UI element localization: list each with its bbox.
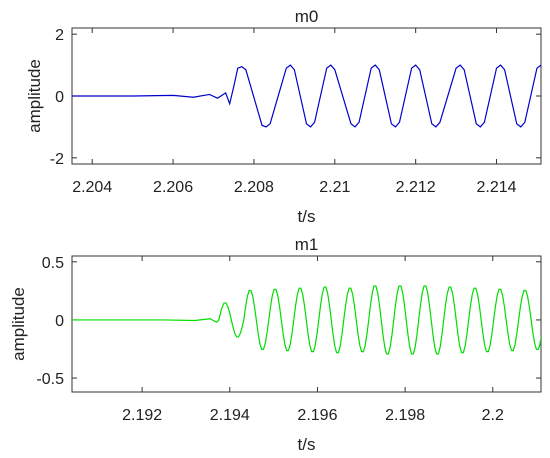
- x-tick-label: 2.2: [482, 407, 504, 424]
- x-tick-label: 2.198: [385, 407, 425, 424]
- x-tick-label: 2.194: [210, 407, 250, 424]
- x-tick-label: 2.212: [396, 179, 436, 196]
- x-tick-label: 2.214: [477, 179, 517, 196]
- y-tick-label: 0: [55, 89, 64, 106]
- x-axis-label: t/s: [298, 435, 316, 454]
- x-tick-label: 2.206: [153, 179, 193, 196]
- y-tick-label: -2: [50, 151, 64, 168]
- y-tick-label: 0.5: [42, 255, 64, 272]
- x-tick-label: 2.196: [297, 407, 337, 424]
- x-tick-label: 2.208: [234, 179, 274, 196]
- y-tick-label: 2: [55, 27, 64, 44]
- x-axis-label: t/s: [298, 207, 316, 226]
- y-tick-label: -0.5: [36, 371, 64, 388]
- chart-title: m0: [295, 7, 319, 26]
- x-tick-label: 2.204: [72, 179, 112, 196]
- plot-area-frame: [71, 255, 542, 393]
- y-tick-label: 0: [55, 313, 64, 330]
- x-tick-label: 2.21: [319, 179, 350, 196]
- y-axis-label: amplitude: [25, 59, 44, 133]
- chart-panel-m0: m0 2.204 2.206 2.208 2.21 2.212 2.214 -2 0 2 t/s am…: [25, 7, 542, 226]
- y-axis-label: amplitude: [9, 287, 28, 361]
- chart-panel-m1: m1 2.192 2.194 2.196 2.198 2.2 -0.5 0 0.5 t/s ampl…: [9, 235, 542, 454]
- series-line-m0: [72, 64, 541, 128]
- series-line-m1: [72, 285, 541, 355]
- chart-title: m1: [295, 235, 319, 254]
- x-tick-label: 2.192: [122, 407, 162, 424]
